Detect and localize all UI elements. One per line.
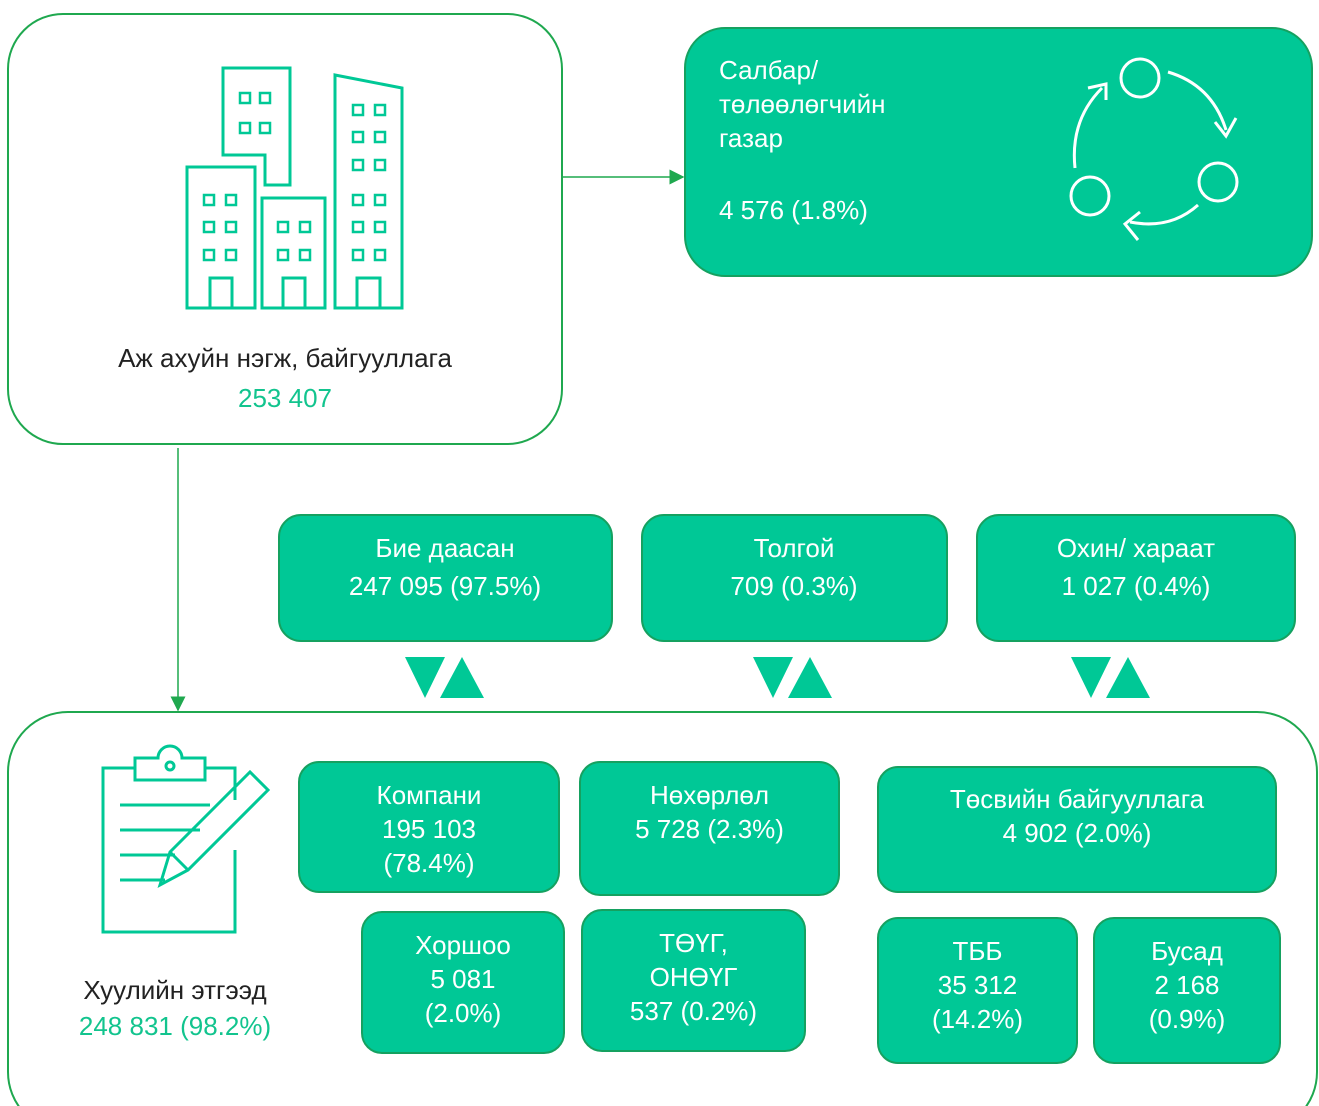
enterprise-label: Аж ахуйн нэгж, байгууллага <box>118 343 452 373</box>
subtype-text: 2 168 <box>1154 970 1219 1000</box>
subtype-text: (14.2%) <box>932 1004 1023 1034</box>
type-box <box>641 514 948 642</box>
subtype-text: 5 728 (2.3%) <box>635 814 784 844</box>
clipboard-icon <box>101 744 271 934</box>
subtype-text: Хоршоо <box>415 930 511 960</box>
type-value: 1 027 (0.4%) <box>1062 571 1211 601</box>
enterprise-value: 253 407 <box>238 383 332 413</box>
branch-value: 4 576 (1.8%) <box>719 195 868 225</box>
building-icon <box>185 66 404 310</box>
subtype-text: ТББ <box>952 936 1002 966</box>
type-value: 247 095 (97.5%) <box>349 571 541 601</box>
cycle-icon <box>1069 57 1239 241</box>
type-label: Бие даасан <box>375 533 514 563</box>
enterprise-box <box>7 13 563 445</box>
subtype-text: ТӨҮГ, <box>659 928 728 958</box>
subtype-box <box>877 766 1277 893</box>
branch-label: Салбар/ <box>719 55 819 85</box>
subtype-box <box>298 761 560 893</box>
type-box <box>976 514 1296 642</box>
subtype-text: 537 (0.2%) <box>630 996 757 1026</box>
subtype-text: 35 312 <box>938 970 1018 1000</box>
subtype-text: 195 103 <box>382 814 476 844</box>
subtype-text: 4 902 (2.0%) <box>1003 818 1152 848</box>
subtype-text: ОНӨҮГ <box>650 962 738 992</box>
subtype-text: Нөхөрлөл <box>650 780 769 810</box>
subtype-box <box>361 911 565 1054</box>
type-label: Толгой <box>754 533 835 563</box>
subtype-box <box>877 917 1078 1064</box>
subtype-text: Бусад <box>1151 936 1223 966</box>
subtype-text: Компани <box>377 780 482 810</box>
type-box <box>278 514 613 642</box>
subtype-text: 5 081 <box>430 964 495 994</box>
legal-value: 248 831 (98.2%) <box>79 1011 271 1041</box>
type-label: Охин/ хараат <box>1057 533 1215 563</box>
legal-label: Хуулийн этгээд <box>83 975 266 1005</box>
branch-label: газар <box>719 123 783 153</box>
subtype-text: (0.9%) <box>1149 1004 1226 1034</box>
type-value: 709 (0.3%) <box>730 571 857 601</box>
triangles <box>405 657 1150 698</box>
subtype-text: Төсвийн байгууллага <box>950 784 1205 814</box>
subtype-box <box>579 761 840 896</box>
subtype-text: (2.0%) <box>425 998 502 1028</box>
subtype-box <box>581 909 806 1052</box>
branch-label: төлөөлөгчийн <box>719 89 886 119</box>
subtype-text: (78.4%) <box>383 848 474 878</box>
subtype-box <box>1093 917 1281 1064</box>
